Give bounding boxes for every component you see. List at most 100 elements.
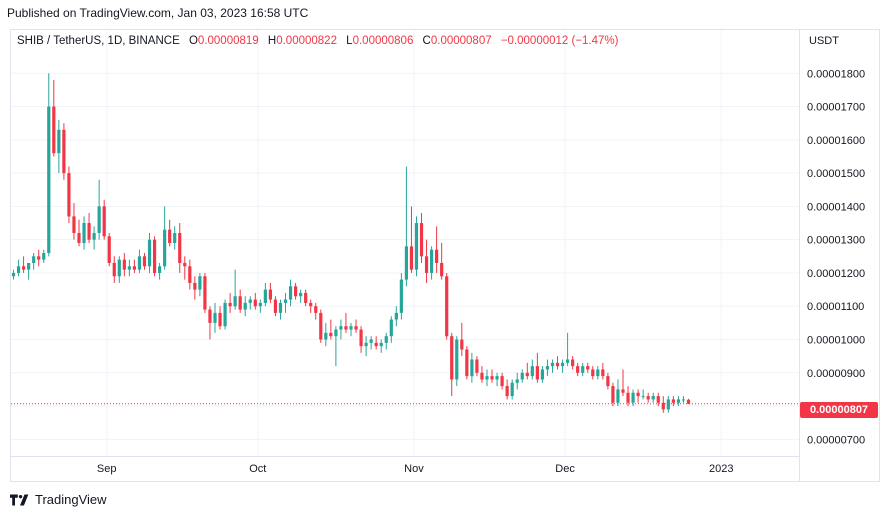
price-tick-label: 0.00001800: [807, 68, 865, 80]
candle-body: [349, 326, 352, 329]
candle-body: [62, 130, 65, 173]
candle-body: [642, 396, 645, 397]
candle-body: [72, 216, 75, 233]
candle-body: [435, 250, 438, 263]
candle-body: [269, 290, 272, 300]
candle-body: [133, 266, 136, 269]
price-tick-label: 0.00001600: [807, 135, 865, 147]
symbol-title: SHIB / TetherUS, 1D, BINANCE: [17, 35, 180, 47]
candle-body: [334, 330, 337, 337]
open-value: 0.00000819: [198, 35, 259, 47]
candle-body: [148, 240, 151, 267]
tradingview-logo-icon: [10, 494, 30, 506]
candle-body: [425, 256, 428, 273]
candle-body: [87, 223, 90, 240]
open-label: O: [189, 35, 198, 47]
candle-body: [506, 386, 509, 396]
candle-body: [138, 256, 141, 269]
candle-body: [480, 373, 483, 380]
candle-body: [380, 343, 383, 346]
candle-body: [183, 263, 186, 266]
candle-body: [309, 303, 312, 306]
candle-body: [319, 313, 322, 340]
candle-body: [279, 303, 282, 313]
candle-body: [410, 246, 413, 269]
change-value: −0.00000012 (−1.47%): [501, 35, 619, 47]
candle-body: [465, 350, 468, 377]
candle-body: [566, 359, 569, 362]
candle-body: [118, 260, 121, 277]
low-value: 0.00000806: [353, 35, 414, 47]
candle-body: [450, 336, 453, 379]
candle-body: [672, 399, 675, 402]
candle-body: [405, 246, 408, 279]
candle-body: [460, 340, 463, 350]
candle-body: [244, 303, 247, 310]
candle-body: [601, 369, 604, 376]
candle-body: [218, 313, 221, 326]
candle-body: [47, 107, 50, 253]
candle-body: [67, 173, 70, 216]
candle-body: [123, 260, 126, 270]
candle-body: [470, 359, 473, 376]
candle-body: [27, 263, 30, 270]
candle-body: [576, 366, 579, 373]
candle-body: [516, 379, 519, 382]
candle-body: [687, 400, 690, 404]
candle-body: [168, 230, 171, 243]
candle-body: [556, 363, 559, 366]
candle-body: [677, 399, 680, 402]
price-tick-label: 0.00001200: [807, 268, 865, 280]
candle-body: [475, 359, 478, 372]
candle-body: [611, 386, 614, 403]
close-value: 0.00000807: [431, 35, 492, 47]
candle-body: [339, 326, 342, 329]
candle-body: [561, 363, 564, 366]
candle-body: [57, 130, 60, 153]
candle-body: [571, 359, 574, 366]
candle-body: [415, 223, 418, 270]
candle-body: [596, 369, 599, 376]
price-tick-label: 0.00001000: [807, 335, 865, 347]
candle-body: [108, 236, 111, 263]
candle-body: [455, 340, 458, 380]
candle-body: [395, 313, 398, 320]
candle-body: [354, 326, 357, 329]
candle-body: [626, 393, 629, 403]
candle-body: [17, 266, 20, 273]
price-tick-label: 0.00001500: [807, 168, 865, 180]
candle-body: [541, 369, 544, 379]
candle-body: [657, 396, 660, 403]
candle-body: [329, 333, 332, 336]
price-tick-label: 0.00000900: [807, 368, 865, 380]
price-tick-label: 0.00001100: [807, 301, 864, 313]
candle-body: [284, 300, 287, 303]
candle-body: [430, 250, 433, 273]
candle-body: [37, 256, 40, 259]
candle-body: [375, 343, 378, 346]
time-tick-label: Dec: [555, 463, 575, 475]
candle-body: [591, 369, 594, 376]
candle-body: [32, 256, 35, 263]
candle-body: [163, 230, 166, 267]
candle-body: [93, 233, 96, 240]
candle-body: [304, 293, 307, 303]
candle-body: [223, 303, 226, 326]
tradingview-brand[interactable]: TradingView: [10, 492, 107, 507]
candle-body: [370, 340, 373, 343]
candle-body: [314, 306, 317, 313]
candle-body: [234, 296, 237, 306]
candle-body: [526, 373, 529, 376]
candle-body: [536, 366, 539, 379]
candle-body: [82, 223, 85, 243]
candle-body: [113, 263, 116, 276]
candle-body: [12, 273, 15, 276]
candle-body: [420, 223, 423, 256]
candle-body: [606, 376, 609, 386]
candle-body: [344, 326, 347, 329]
close-label: C: [423, 35, 431, 47]
candle-body: [445, 276, 448, 336]
candle-body: [621, 389, 624, 392]
candle-body: [390, 320, 393, 337]
